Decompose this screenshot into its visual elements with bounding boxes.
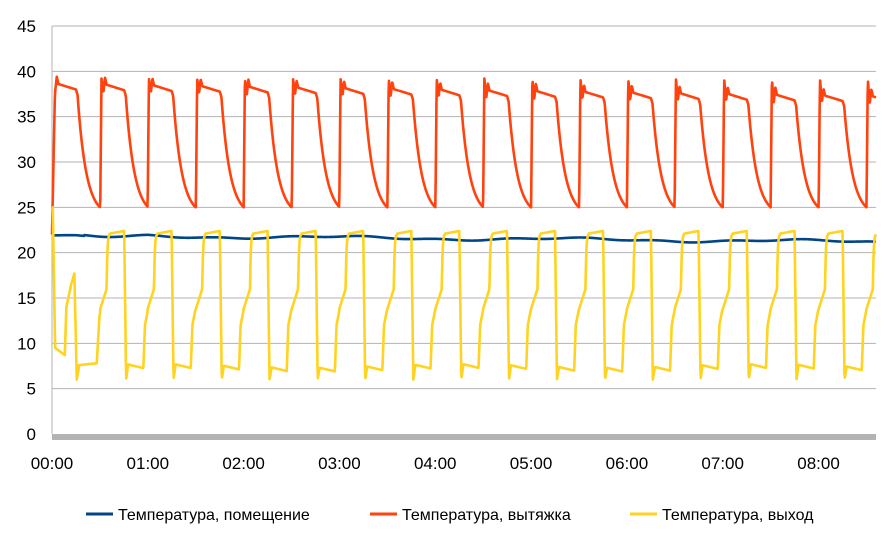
y-tick-label: 25 — [17, 198, 36, 217]
y-tick-label: 15 — [17, 289, 36, 308]
y-tick-label: 45 — [17, 17, 36, 36]
y-tick-label: 0 — [27, 425, 36, 444]
series-lines — [50, 75, 878, 381]
y-tick-label: 40 — [17, 62, 36, 81]
x-tick-label: 02:00 — [222, 454, 265, 473]
y-tick-label: 35 — [17, 108, 36, 127]
x-tick-label: 00:00 — [31, 454, 74, 473]
series-room-line — [51, 233, 877, 244]
x-tick-label: 03:00 — [318, 454, 361, 473]
legend-label: Температура, помещение — [118, 507, 310, 524]
legend-label: Температура, выход — [662, 507, 814, 524]
series-outlet-line — [51, 206, 878, 381]
y-tick-label: 20 — [17, 244, 36, 263]
x-axis-ticks: 00:00 01:00 02:00 03:00 04:00 05:00 06:00 07:00… — [31, 454, 840, 473]
legend-label: Температура, вытяжка — [402, 507, 571, 524]
y-axis-ticks: 0 5 10 15 20 25 30 35 40 45 — [17, 17, 36, 444]
x-tick-label: 05:00 — [510, 454, 553, 473]
gridlines — [51, 25, 876, 434]
x-tick-label: 07:00 — [701, 454, 744, 473]
y-tick-label: 30 — [17, 153, 36, 172]
x-axis-bar — [52, 434, 876, 440]
x-tick-label: 01:00 — [127, 454, 170, 473]
y-tick-label: 5 — [27, 380, 36, 399]
x-tick-label: 08:00 — [797, 454, 840, 473]
series-exhaust-line — [50, 75, 877, 235]
x-tick-label: 06:00 — [606, 454, 649, 473]
x-tick-label: 04:00 — [414, 454, 457, 473]
legend: Температура, помещение Температура, вытяж… — [86, 507, 814, 524]
y-tick-label: 10 — [17, 334, 36, 353]
